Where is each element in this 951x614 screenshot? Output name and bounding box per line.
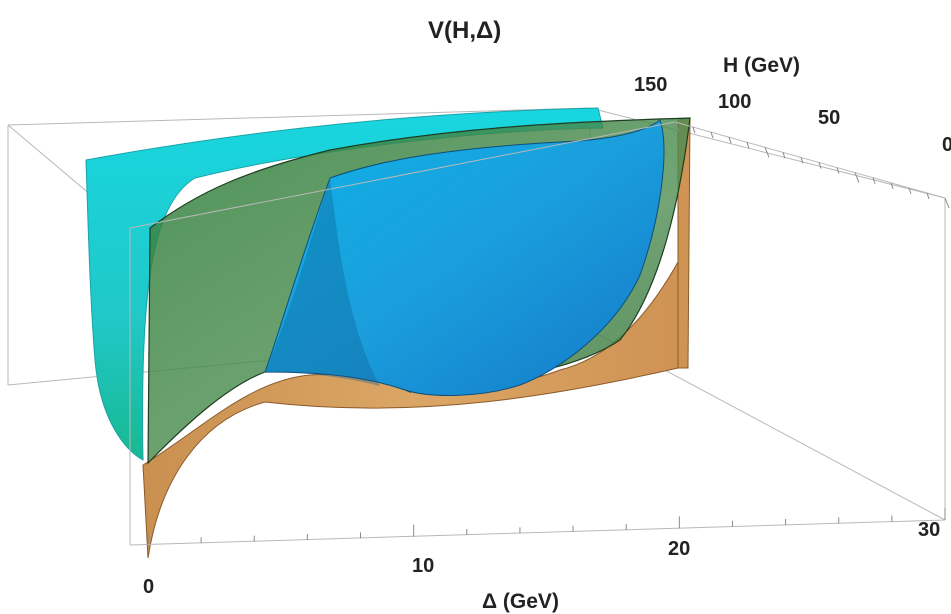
y-tick-mark <box>890 182 894 189</box>
y-tick-label: 100 <box>718 91 751 113</box>
orange-surface <box>142 260 679 559</box>
x-tick-label: 30 <box>918 519 940 541</box>
y-axis-label: H (GeV) <box>723 54 800 77</box>
y-tick-mark <box>926 192 930 200</box>
y-tick-mark <box>836 167 840 174</box>
x-axis-label: Δ (GeV) <box>482 590 559 613</box>
y-tick-mark <box>854 172 860 183</box>
h-axis-ticks <box>674 121 950 209</box>
x-tick-label: 20 <box>668 538 690 560</box>
y-tick-mark <box>944 197 950 209</box>
y-tick-mark <box>692 126 696 134</box>
y-tick-mark <box>908 187 912 195</box>
y-tick-mark <box>746 142 750 149</box>
blue-surface <box>264 119 665 396</box>
y-tick-mark <box>764 147 770 158</box>
y-tick-mark <box>710 131 714 139</box>
y-tick-mark <box>674 121 680 133</box>
blue-surface-shadow <box>265 178 380 386</box>
y-tick-mark <box>800 157 804 164</box>
plot-box-front <box>129 121 946 546</box>
y-tick-mark <box>872 177 876 184</box>
y-tick-mark <box>782 152 786 159</box>
x-tick-label: 0 <box>143 576 154 598</box>
y-tick-label: 50 <box>818 107 840 129</box>
y-tick-label: 150 <box>634 74 667 96</box>
y-tick-label: 0 <box>942 134 951 156</box>
delta-axis-ticks <box>147 508 946 545</box>
cyan-surface <box>85 107 604 461</box>
x-tick-label: 10 <box>412 555 434 577</box>
y-tick-mark <box>818 162 822 169</box>
chart-title: V(H,Δ) <box>428 17 501 44</box>
y-tick-mark <box>728 137 732 144</box>
